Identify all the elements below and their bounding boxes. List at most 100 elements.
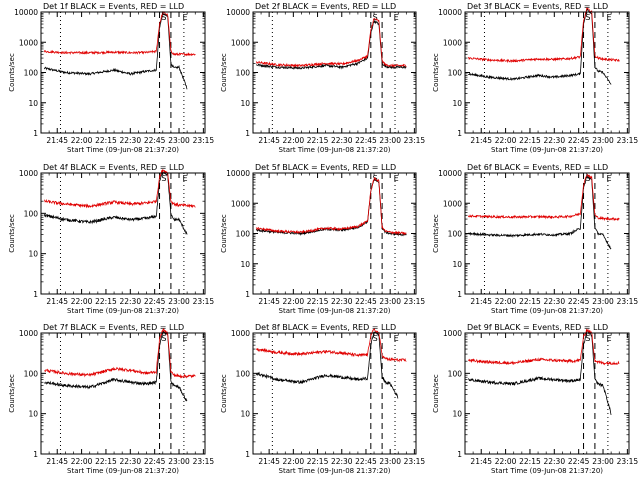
x-tick-label: 22:15 xyxy=(95,457,117,466)
x-tick-label: 22:15 xyxy=(307,136,329,145)
panel-title: Det 9f BLACK = Events, RED = LLD xyxy=(467,323,608,332)
region-label-s: S xyxy=(585,13,590,22)
y-tick-label: 10 xyxy=(452,260,462,269)
x-tick-label: 21:45 xyxy=(46,297,68,306)
x-axis-label: Start Time (09-Jun-08 21:37:20) xyxy=(279,307,391,315)
y-tick-label: 1000 xyxy=(19,329,38,338)
x-tick-label: 22:15 xyxy=(519,136,541,145)
x-tick-label: 21:45 xyxy=(258,297,280,306)
x-tick-label: 22:15 xyxy=(307,297,329,306)
y-axis-label: Counts/sec xyxy=(220,53,228,92)
plot-frame xyxy=(464,332,630,455)
x-tick-label: 21:45 xyxy=(470,457,492,466)
x-tick-label: 23:15 xyxy=(193,457,215,466)
y-tick-label: 10 xyxy=(28,410,38,419)
x-tick-label: 22:30 xyxy=(543,136,565,145)
y-axis-label: Counts/sec xyxy=(8,214,16,253)
x-axis-label: Start Time (09-Jun-08 21:37:20) xyxy=(491,146,603,154)
x-tick-label: 23:00 xyxy=(379,457,401,466)
x-tick-label: 22:30 xyxy=(119,297,141,306)
y-tick-label: 100 xyxy=(448,369,463,378)
x-tick-label: 22:00 xyxy=(283,457,305,466)
series-line-events xyxy=(255,178,407,237)
plot-frame xyxy=(252,332,417,455)
region-label-s: S xyxy=(161,334,166,343)
x-tick-label: 21:45 xyxy=(470,297,492,306)
series-line-events xyxy=(255,331,399,399)
y-tick-label: 1 xyxy=(457,290,462,299)
region-label-e: E xyxy=(183,174,188,183)
y-tick-label: 10000 xyxy=(438,169,462,178)
x-tick-label: 22:45 xyxy=(355,457,377,466)
region-label-e: E xyxy=(183,334,188,343)
y-tick-label: 1000 xyxy=(19,38,38,47)
x-tick-label: 22:30 xyxy=(331,457,353,466)
y-tick-label: 1000 xyxy=(231,199,250,208)
panel-det-9f: Det 9f BLACK = Events, RED = LLD S E 1 10 100… xyxy=(432,323,638,475)
series-line-events xyxy=(467,175,612,250)
series-line-events xyxy=(43,170,188,235)
y-tick-label: 1 xyxy=(245,129,250,138)
x-tick-label: 22:30 xyxy=(119,136,141,145)
x-tick-label: 22:00 xyxy=(495,457,517,466)
x-tick-label: 22:00 xyxy=(71,297,93,306)
series-line-events xyxy=(468,8,612,85)
x-tick-label: 23:15 xyxy=(617,297,639,306)
x-tick-label: 22:45 xyxy=(568,136,590,145)
y-tick-label: 1000 xyxy=(443,38,462,47)
region-label-e: E xyxy=(607,13,612,22)
region-label-s: S xyxy=(161,174,166,183)
x-axis-label: Start Time (09-Jun-08 21:37:20) xyxy=(67,146,179,154)
panel-title: Det 7f BLACK = Events, RED = LLD xyxy=(43,323,184,332)
y-tick-label: 100 xyxy=(236,69,251,78)
y-tick-label: 10 xyxy=(240,410,250,419)
x-tick-label: 23:00 xyxy=(168,297,190,306)
y-tick-label: 1 xyxy=(457,450,462,459)
plot-frame xyxy=(252,11,417,134)
region-label-e: E xyxy=(607,334,612,343)
x-tick-label: 22:45 xyxy=(355,136,377,145)
y-tick-label: 1000 xyxy=(19,169,38,178)
y-tick-label: 1 xyxy=(33,450,38,459)
region-label-e: E xyxy=(394,13,399,22)
x-tick-label: 22:00 xyxy=(283,136,305,145)
plot-frame xyxy=(40,332,206,455)
panel-det-7f: Det 7f BLACK = Events, RED = LLD S E 1 10 100… xyxy=(8,323,214,475)
x-tick-label: 22:45 xyxy=(144,297,166,306)
panel-title: Det 3f BLACK = Events, RED = LLD xyxy=(467,2,608,11)
y-tick-label: 10 xyxy=(240,99,250,108)
x-axis-label: Start Time (09-Jun-08 21:37:20) xyxy=(491,307,603,315)
x-tick-label: 23:15 xyxy=(404,457,426,466)
y-axis-label: Counts/sec xyxy=(8,374,16,413)
y-axis-label: Counts/sec xyxy=(432,374,440,413)
x-tick-label: 23:00 xyxy=(379,136,401,145)
series-line-lld xyxy=(467,173,620,222)
y-axis-label: Counts/sec xyxy=(220,374,228,413)
x-tick-label: 22:45 xyxy=(355,297,377,306)
series-line-events xyxy=(43,330,188,402)
x-tick-label: 23:00 xyxy=(592,136,614,145)
x-axis-label: Start Time (09-Jun-08 21:37:20) xyxy=(279,467,391,475)
plot-frame xyxy=(464,11,630,134)
x-tick-label: 22:15 xyxy=(519,457,541,466)
x-tick-label: 22:00 xyxy=(71,136,93,145)
x-tick-label: 22:45 xyxy=(144,136,166,145)
y-tick-label: 1 xyxy=(33,290,38,299)
x-tick-label: 21:45 xyxy=(46,457,68,466)
y-tick-label: 1 xyxy=(245,450,250,459)
x-tick-label: 22:15 xyxy=(519,297,541,306)
y-tick-label: 1000 xyxy=(443,199,462,208)
series-line-lld xyxy=(43,169,196,209)
x-tick-label: 22:00 xyxy=(495,297,517,306)
x-tick-label: 21:45 xyxy=(258,136,280,145)
panel-title: Det 6f BLACK = Events, RED = LLD xyxy=(467,163,608,172)
region-label-s: S xyxy=(585,334,590,343)
series-line-lld xyxy=(255,328,407,363)
y-tick-label: 100 xyxy=(236,369,251,378)
y-tick-label: 10000 xyxy=(226,169,250,178)
y-tick-label: 1000 xyxy=(231,329,250,338)
x-tick-label: 22:30 xyxy=(543,457,565,466)
x-tick-label: 22:45 xyxy=(568,297,590,306)
region-label-e: E xyxy=(183,13,188,22)
